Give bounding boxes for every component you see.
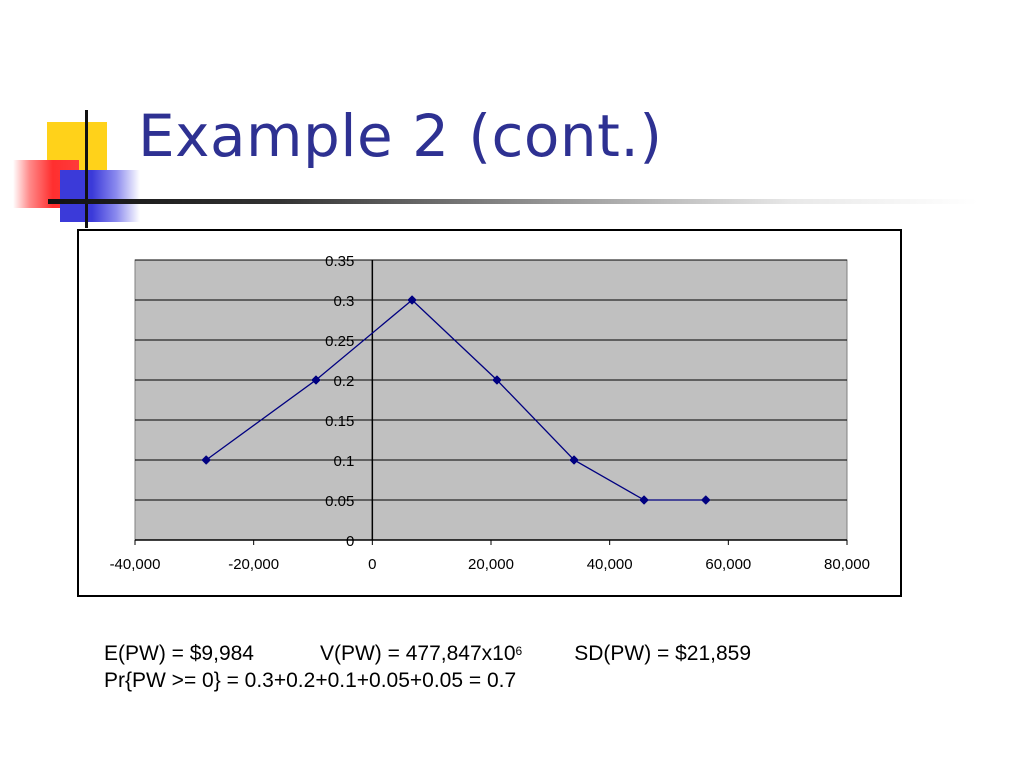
y-tick-label: 0.25 [325,333,354,350]
title-underline [48,199,978,204]
x-tick-label: 0 [368,556,376,573]
x-tick-label: 60,000 [705,556,751,573]
y-tick-label: 0.05 [325,493,354,510]
x-tick-label: -40,000 [110,556,161,573]
variance-pw: V(PW) = 477,847x106 [320,642,522,665]
expected-pw: E(PW) = $9,984 [104,642,254,665]
x-tick-label: -20,000 [228,556,279,573]
stats-line-1: E(PW) = $9,984 V(PW) = 477,847x106 SD(PW) … [104,640,751,667]
y-tick-label: 0.2 [333,373,354,390]
stats-line-2: Pr{PW >= 0} = 0.3+0.2+0.1+0.05+0.05 = 0.… [104,669,517,692]
x-tick-label: 40,000 [587,556,633,573]
chart-frame: -40,000 -20,000 0 20,000 40,000 60,000 80,000 0… [77,229,902,597]
x-tick-label: 20,000 [468,556,514,573]
data-point [407,295,417,305]
data-point [311,375,321,385]
slide-title: Example 2 (cont.) [138,102,663,170]
data-point [201,455,212,465]
data-point [569,455,579,465]
y-tick-label: 0.1 [333,453,354,470]
sd-pw: SD(PW) = $21,859 [574,642,752,665]
deco-blue-square [60,170,140,222]
x-tick-label: 80,000 [824,556,870,573]
y-tick-label: 0 [346,533,354,550]
data-point [639,495,649,505]
variance-pw-base: V(PW) = 477,847x10 [319,642,516,665]
stats-block: E(PW) = $9,984 V(PW) = 477,847x106 SD(PW) … [104,640,751,694]
data-point [492,375,502,385]
chart: -40,000 -20,000 0 20,000 40,000 60,000 80,000 0… [110,253,870,573]
plot-area [134,259,848,541]
y-tick-label: 0.15 [325,413,354,430]
variance-pw-exponent: 6 [515,644,523,658]
deco-vertical-line [85,110,88,228]
y-tick-label: 0.3 [333,293,354,310]
data-point [700,495,711,505]
y-tick-label: 0.35 [325,253,354,270]
